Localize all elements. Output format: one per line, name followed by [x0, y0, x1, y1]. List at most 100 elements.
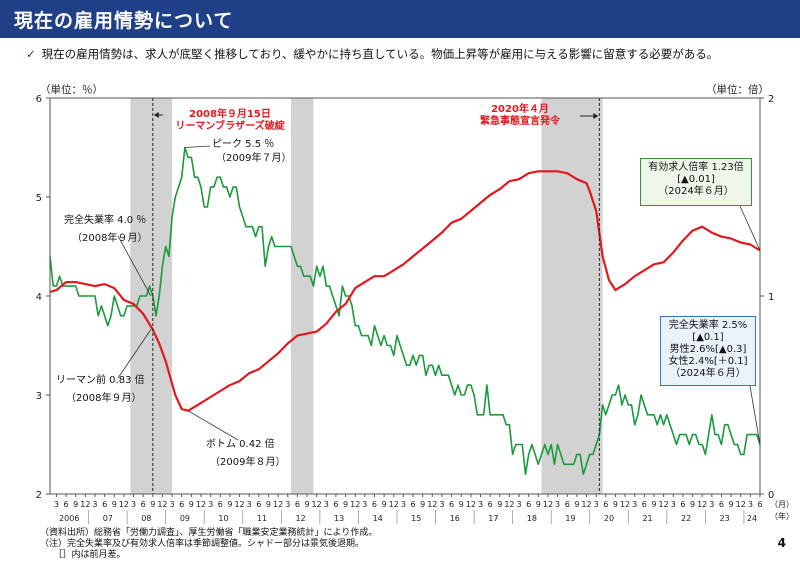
x-month-tick: 6	[719, 500, 724, 509]
x-month-tick: 3	[401, 500, 406, 509]
x-month-tick: 9	[651, 500, 656, 509]
x-month-tick: 9	[497, 500, 502, 509]
right-axis-tick-1: 1	[768, 292, 774, 303]
right-unit-label: （単位：倍）	[706, 84, 769, 96]
x-month-tick: 12	[312, 500, 322, 509]
x-month-tick: 6	[64, 500, 69, 509]
x-month-tick: 12	[659, 500, 669, 509]
x-month-tick: 9	[420, 500, 425, 509]
left-axis-tick-2: 2	[36, 490, 42, 501]
peak-value: ピーク 5.5 ％	[212, 139, 275, 150]
unemp-latest-leader	[749, 385, 761, 445]
x-month-tick: 3	[748, 500, 753, 509]
x-month-tick: 6	[603, 500, 608, 509]
ratio-latest-diff: [▲0.01]	[677, 174, 715, 185]
x-month-tick: 6	[680, 500, 685, 509]
x-month-tick: 3	[517, 500, 522, 509]
bottom-date: （2009年８月）	[210, 457, 286, 468]
peak-leader	[184, 145, 211, 148]
x-month-tick: 3	[131, 500, 136, 509]
x-year-label-15: 15	[411, 514, 421, 523]
left-axis-tick-4: 4	[36, 292, 42, 303]
peak-label: ピーク 5.5 ％ （2009年７月）	[212, 138, 291, 166]
unemployment-rate-line	[49, 146, 761, 475]
note-seasonal: （注）完全失業率及び有効求人倍率は季節調整値。シャドー部分は景気後退期。	[40, 539, 365, 549]
recession-shade-3	[541, 98, 603, 494]
check-icon: ✓	[26, 47, 36, 61]
unemp-latest-male: 男性2.6%[▲0.3]	[669, 344, 747, 355]
x-month-tick: 3	[324, 500, 329, 509]
x-year-label-2006: 2006	[59, 514, 79, 523]
ratio-2008-value: リーマン前 0.83 倍	[56, 375, 145, 386]
note-brackets: ［］内は前月差。	[40, 550, 126, 560]
title-bar: 現在の雇用情勢について	[0, 0, 800, 38]
x-month-tick: 3	[632, 500, 637, 509]
ratio-2008-label: リーマン前 0.83 倍 （2008年９月）	[56, 372, 145, 408]
x-month-tick: 9	[266, 500, 271, 509]
x-month-tick: 9	[227, 500, 232, 509]
x-year-label-13: 13	[334, 514, 344, 523]
note-source: （資料出所）総務省「労働力調査」、厚生労働省「職業安定業務統計」により作成。	[40, 528, 378, 538]
x-month-tick: 9	[574, 500, 579, 509]
x-month-tick: 3	[478, 500, 483, 509]
x-month-tick: 3	[54, 500, 59, 509]
x-year-label-24: 24	[747, 514, 757, 523]
x-month-tick: 9	[536, 500, 541, 509]
bottom-label: ボトム 0.42 倍 （2009年８月）	[206, 436, 285, 472]
covid-arrowhead	[593, 113, 599, 119]
x-month-tick: 6	[757, 500, 762, 509]
unemp-latest-diff: [▲0.1]	[692, 332, 724, 343]
x-month-tick: 9	[73, 500, 78, 509]
x-month-tick: 3	[208, 500, 213, 509]
page-title: 現在の雇用情勢について	[14, 10, 234, 32]
unemp-2008-date: （2008年９月）	[72, 233, 148, 244]
x-month-tick: 6	[488, 500, 493, 509]
bottom-value: ボトム 0.42 倍	[206, 439, 275, 450]
x-month-tick: 6	[141, 500, 146, 509]
x-year-label-07: 07	[103, 514, 113, 523]
ratio-latest-value: 有効求人倍率 1.23倍	[648, 162, 744, 173]
x-month-tick: 6	[565, 500, 570, 509]
covid-event-text: 緊急事態宣言発令	[480, 116, 560, 127]
x-month-tick: 12	[620, 500, 630, 509]
x-month-tick: 3	[92, 500, 97, 509]
unemp-latest-box: 完全失業率 2.5% [▲0.1] 男性2.6%[▲0.3] 女性2.4%[＋0…	[660, 316, 756, 386]
x-month-tick: 12	[80, 500, 90, 509]
x-year-label-22: 22	[681, 514, 691, 523]
x-month-tick: 12	[697, 500, 707, 509]
x-month-tick: 9	[189, 500, 194, 509]
x-month-tick: 12	[234, 500, 244, 509]
ratio-2008-date: （2008年９月）	[66, 393, 142, 404]
x-year-label-21: 21	[642, 514, 652, 523]
x-month-tick: 12	[466, 500, 476, 509]
peak-date: （2009年７月）	[216, 153, 292, 164]
x-year-unit: （年）	[770, 511, 794, 521]
x-month-tick: 6	[179, 500, 184, 509]
x-month-tick: 9	[690, 500, 695, 509]
x-month-tick: 6	[526, 500, 531, 509]
lehman-arrowhead	[153, 112, 159, 118]
x-year-label-16: 16	[450, 514, 460, 523]
x-month-tick: 12	[504, 500, 514, 509]
x-month-tick: 12	[736, 500, 746, 509]
x-month-tick: 3	[285, 500, 290, 509]
page-number: 4	[777, 536, 786, 550]
x-month-tick: 6	[449, 500, 454, 509]
x-month-tick: 3	[671, 500, 676, 509]
x-year-label-19: 19	[565, 514, 575, 523]
x-year-label-11: 11	[257, 514, 267, 523]
left-axis-tick-5: 5	[36, 193, 42, 204]
unemp-2008-label: 完全失業率 4.0 ％ （2008年９月）	[64, 212, 147, 248]
x-month-tick: 9	[459, 500, 464, 509]
x-month-tick: 12	[389, 500, 399, 509]
ratio-latest-date: （2024年６月）	[658, 186, 734, 197]
x-month-tick: 9	[112, 500, 117, 509]
bottom-leader	[187, 410, 239, 441]
x-month-tick: 6	[256, 500, 261, 509]
recession-shade-2	[290, 98, 314, 494]
x-year-label-14: 14	[373, 514, 383, 523]
x-month-tick: 6	[410, 500, 415, 509]
x-month-tick: 12	[157, 500, 167, 509]
x-month-unit: （月）	[770, 500, 794, 509]
